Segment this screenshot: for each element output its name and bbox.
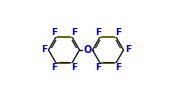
- Text: F: F: [95, 63, 101, 72]
- Text: F: F: [71, 63, 77, 72]
- Text: F: F: [95, 28, 101, 37]
- Text: F: F: [41, 46, 47, 54]
- Text: F: F: [51, 28, 57, 37]
- Text: F: F: [115, 63, 121, 72]
- Text: F: F: [125, 46, 131, 54]
- Text: O: O: [83, 45, 92, 55]
- Text: F: F: [71, 28, 77, 37]
- Text: F: F: [51, 63, 57, 72]
- Text: F: F: [115, 28, 121, 37]
